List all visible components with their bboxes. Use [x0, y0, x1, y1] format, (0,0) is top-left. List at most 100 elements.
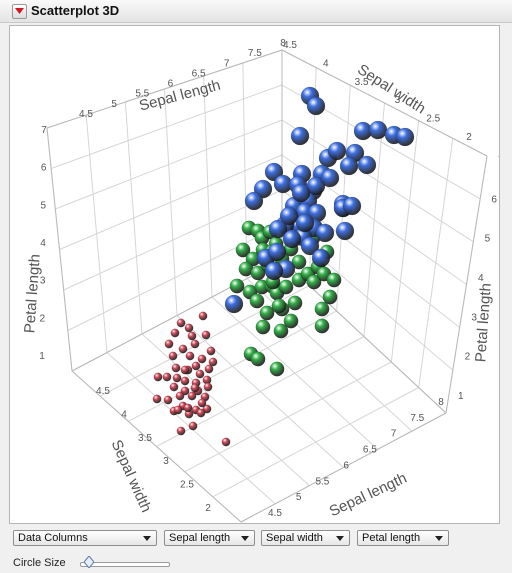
point-versicolor: [250, 265, 266, 281]
axis-title-petal-length-right: Petal length: [472, 283, 494, 363]
chevron-down-icon: [241, 536, 249, 541]
tick-label-left-petal-length: 4: [40, 238, 46, 249]
point-setosa: [172, 373, 182, 383]
point-virginica: [268, 219, 288, 239]
tick-label-bottom-sepal-length: 5: [296, 492, 302, 503]
circle-size-slider-track[interactable]: [80, 562, 170, 567]
point-versicolor: [287, 295, 303, 311]
point-versicolor: [314, 301, 330, 317]
point-setosa: [198, 311, 208, 321]
cube-edge: [71, 259, 283, 372]
point-virginica: [395, 127, 415, 147]
point-setosa: [185, 351, 195, 361]
point-setosa: [168, 351, 178, 361]
tick-label-bottom-sepal-length: 5.5: [315, 476, 329, 487]
point-versicolor: [250, 351, 266, 367]
y-column-dropdown[interactable]: Sepal width: [261, 530, 350, 546]
point-virginica: [335, 221, 355, 241]
cube-edge: [71, 370, 242, 523]
z-column-dropdown[interactable]: Petal length: [357, 530, 449, 546]
cube-edge: [46, 49, 283, 129]
point-setosa: [180, 365, 190, 375]
cube-edge: [281, 49, 488, 157]
plot-3d-area[interactable]: 4.555.566.577.584.543.532.52765432176543…: [9, 25, 500, 524]
tick-label-top-sepal-width: 4.5: [283, 40, 297, 51]
point-setosa: [197, 354, 207, 364]
tick-label-top-sepal-length: 5.5: [135, 89, 149, 100]
circle-size-label: Circle Size: [13, 557, 66, 569]
y-column-label: Sepal width: [266, 532, 323, 544]
tick-label-bottom-sepal-width: 4.5: [96, 386, 110, 397]
title-bar: Scatterplot 3D: [0, 0, 512, 23]
point-virginica: [306, 176, 326, 196]
point-virginica: [339, 156, 359, 176]
point-setosa: [204, 364, 214, 374]
circle-size-slider-thumb[interactable]: [84, 556, 94, 568]
point-setosa: [162, 372, 172, 382]
point-virginica: [290, 126, 310, 146]
tick-label-bottom-sepal-length: 6: [343, 460, 349, 471]
point-setosa: [202, 404, 212, 414]
tick-label-bottom-sepal-width: 3: [163, 456, 169, 467]
point-virginica: [291, 183, 311, 203]
point-versicolor: [273, 323, 289, 339]
point-virginica: [320, 168, 340, 188]
tick-label-right-petal-length: 5: [485, 234, 491, 245]
point-virginica: [244, 191, 264, 211]
tick-label-bottom-sepal-length: 6.5: [363, 445, 377, 456]
window-title: Scatterplot 3D: [31, 3, 120, 18]
point-setosa: [178, 344, 188, 354]
point-versicolor: [322, 289, 338, 305]
tick-label-top-sepal-length: 8: [280, 38, 286, 49]
disclosure-menu-button[interactable]: [12, 4, 27, 19]
tick-label-right-petal-length: 1: [458, 391, 464, 402]
tick-labels: 4.555.566.577.584.543.532.52765432176543…: [39, 38, 499, 519]
tick-label-right-petal-length: 2: [465, 352, 471, 363]
plot-3d-canvas[interactable]: 4.555.566.577.584.543.532.52765432176543…: [10, 26, 499, 523]
point-setosa: [196, 408, 206, 418]
point-setosa: [187, 331, 197, 341]
data-columns-dropdown[interactable]: Data Columns: [13, 530, 157, 546]
point-setosa: [187, 391, 197, 401]
red-triangle-icon: [15, 8, 24, 14]
point-setosa: [176, 426, 186, 436]
point-virginica: [368, 120, 388, 140]
point-setosa: [176, 318, 186, 328]
point-setosa: [175, 391, 185, 401]
tick-label-top-sepal-length: 5: [111, 99, 117, 110]
x-column-label: Sepal length: [169, 532, 231, 544]
data-columns-label: Data Columns: [18, 532, 88, 544]
point-versicolor: [235, 242, 251, 258]
chevron-down-icon: [143, 536, 151, 541]
cube-edge: [240, 412, 447, 523]
tick-label-left-petal-length: 3: [40, 276, 46, 287]
point-setosa: [184, 323, 194, 333]
point-versicolor: [255, 319, 271, 335]
grid-line: [418, 138, 454, 388]
point-virginica: [267, 242, 287, 262]
point-setosa: [197, 398, 207, 408]
cube-edge: [46, 127, 73, 372]
point-setosa: [152, 394, 162, 404]
z-column-label: Petal length: [362, 532, 421, 544]
grid-lines: [46, 49, 488, 523]
point-virginica: [327, 141, 347, 161]
point-setosa: [173, 405, 183, 415]
point-virginica: [224, 294, 244, 314]
point-setosa: [201, 330, 211, 340]
point-setosa: [203, 382, 213, 392]
tick-label-top-sepal-width: 4: [323, 58, 329, 69]
tick-label-left-petal-length: 1: [39, 351, 45, 362]
cube-edge: [281, 259, 447, 414]
tick-label-right-petal-length: 3: [471, 312, 477, 323]
point-setosa: [164, 339, 174, 349]
point-setosa: [195, 369, 205, 379]
point-versicolor: [283, 313, 299, 329]
point-versicolor: [291, 254, 307, 270]
point-versicolor: [314, 318, 330, 334]
tick-label-bottom-sepal-width: 2.5: [180, 480, 194, 491]
point-setosa: [180, 376, 190, 386]
grid-line: [212, 387, 419, 498]
point-versicolor: [306, 274, 322, 290]
x-column-dropdown[interactable]: Sepal length: [164, 530, 255, 546]
